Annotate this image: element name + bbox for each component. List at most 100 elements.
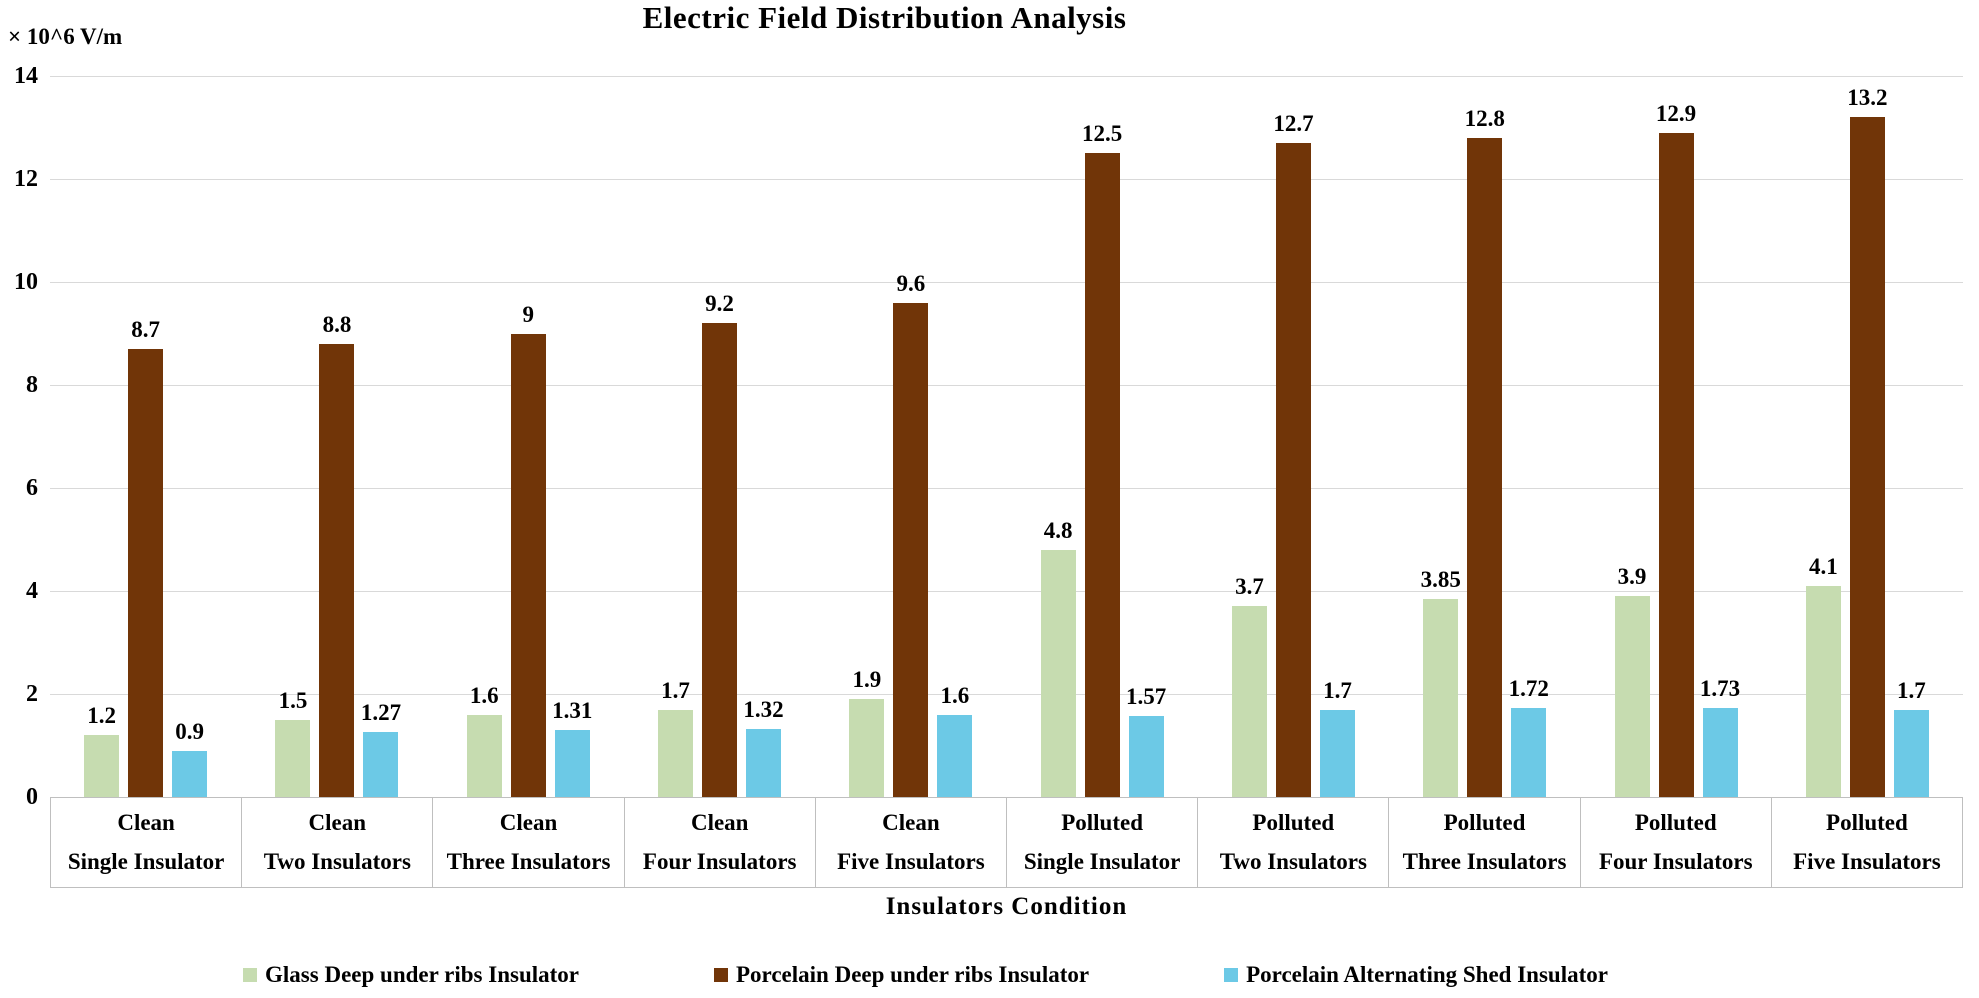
bar: 1.27 <box>361 700 401 797</box>
bar: 12.5 <box>1082 121 1122 797</box>
bar-value-label: 1.9 <box>852 667 882 693</box>
y-tick-label: 4 <box>26 578 38 604</box>
category-condition-label: Polluted <box>1252 810 1335 836</box>
bar-value-label: 4.1 <box>1808 553 1838 579</box>
y-tick-label: 10 <box>14 269 38 295</box>
bar-value-label: 1.7 <box>1323 677 1352 703</box>
category-cell: Polluted Three Insulators <box>1389 798 1581 887</box>
bar-group: 3.85 12.8 1.72 <box>1389 76 1580 797</box>
category-condition-label: Clean <box>499 810 558 836</box>
bar-value-label: 1.73 <box>1699 675 1741 701</box>
bar: 0.9 <box>172 719 208 797</box>
x-axis-title: Insulators Condition <box>885 893 1128 920</box>
bar: 1.73 <box>1700 676 1740 797</box>
legend-item: Porcelain Deep under ribs Insulator <box>714 962 1089 988</box>
category-condition-label: Clean <box>308 810 367 836</box>
gridline <box>50 76 1963 77</box>
y-tick-label: 14 <box>14 63 38 89</box>
category-cell: Clean Three Insulators <box>433 798 625 887</box>
category-insulators-label: Three Insulators <box>1402 848 1567 874</box>
bar-value-label: 0.9 <box>175 718 205 744</box>
category-cell: Clean Two Insulators <box>242 798 434 887</box>
category-cell: Clean Single Insulator <box>51 798 243 887</box>
bar: 12.7 <box>1273 111 1314 797</box>
y-tick-label: 2 <box>26 681 38 707</box>
bar-group: 1.5 8.8 1.27 <box>241 76 432 797</box>
legend-swatch-icon <box>1224 968 1239 982</box>
bar-group: 1.6 9 1.31 <box>433 76 624 797</box>
bar-value-label: 1.6 <box>469 682 499 708</box>
bar-value-label: 3.7 <box>1235 574 1264 600</box>
bar: 1.5 <box>275 688 311 797</box>
bar: 1.7 <box>1893 678 1929 797</box>
bar-value-label: 9.6 <box>896 270 926 296</box>
bar: 12.9 <box>1656 101 1696 797</box>
bar: 9.6 <box>893 271 929 797</box>
category-condition-label: Polluted <box>1634 810 1717 836</box>
gridline <box>50 385 1963 386</box>
legend-label: Glass Deep under ribs Insulator <box>265 962 579 987</box>
bar: 9 <box>510 302 546 797</box>
bar-value-label: 1.7 <box>1896 677 1926 703</box>
category-insulators-label: Single Insulator <box>67 848 225 874</box>
bar: 1.6 <box>466 683 502 797</box>
category-axis: Clean Single Insulator Clean Two Insulators… <box>50 797 1963 888</box>
category-condition-label: Clean <box>882 810 940 836</box>
bar: 1.31 <box>552 698 592 797</box>
bar-value-label: 1.32 <box>743 697 784 722</box>
bar-value-label: 1.7 <box>661 677 690 703</box>
bar-group: 3.7 12.7 1.7 <box>1198 76 1389 797</box>
bar-group: 4.8 12.5 1.57 <box>1007 76 1198 797</box>
bar: 3.9 <box>1614 564 1650 797</box>
bar-value-label: 1.57 <box>1126 684 1167 710</box>
bar-value-label: 12.5 <box>1082 121 1123 147</box>
bar-value-label: 9 <box>522 301 534 327</box>
bar-value-label: 8.8 <box>322 311 352 337</box>
legend-swatch-icon <box>243 968 258 982</box>
bar-value-label: 9.2 <box>705 291 734 317</box>
bar-value-label: 1.2 <box>87 703 117 729</box>
bar-groups: 1.2 8.7 0.9 1.5 8.8 1.27 1.6 9 1.31 1.7 9.2 1.32 1.9… <box>50 76 1963 797</box>
bar-value-label: 1.5 <box>278 687 308 713</box>
bar-value-label: 1.31 <box>552 697 593 723</box>
category-insulators-label: Three Insulators <box>446 848 611 874</box>
bar-value-label: 12.9 <box>1655 100 1697 126</box>
bar-value-label: 8.7 <box>131 317 161 342</box>
plot-area: 1.2 8.7 0.9 1.5 8.8 1.27 1.6 9 1.31 1.7 9.2 1.32 1.9… <box>50 76 1963 798</box>
bar: 1.2 <box>84 703 120 797</box>
bar: 8.8 <box>319 312 355 797</box>
category-condition-label: Clean <box>117 810 175 836</box>
category-condition-label: Clean <box>690 810 749 836</box>
bar-value-label: 12.7 <box>1273 111 1314 136</box>
gridline <box>50 488 1963 489</box>
category-condition-label: Polluted <box>1061 810 1143 836</box>
legend-label: Porcelain Deep under ribs Insulator <box>736 962 1090 987</box>
y-tick-label: 0 <box>26 784 38 810</box>
category-condition-label: Polluted <box>1443 810 1526 836</box>
bar: 1.7 <box>1319 678 1355 797</box>
gridline <box>50 282 1963 283</box>
category-insulators-label: Two Insulators <box>263 848 411 874</box>
bar: 13.2 <box>1847 85 1887 797</box>
bar: 1.6 <box>937 683 973 797</box>
bar: 8.7 <box>128 317 164 797</box>
bar-value-label: 4.8 <box>1043 517 1073 543</box>
legend-label: Porcelain Alternating Shed Insulator <box>1246 962 1608 987</box>
category-insulators-label: Four Insulators <box>1598 848 1753 874</box>
chart-title: Electric Field Distribution Analysis <box>642 0 1127 35</box>
bar: 9.2 <box>702 291 738 797</box>
category-insulators-label: Single Insulator <box>1023 848 1181 874</box>
legend-item: Glass Deep under ribs Insulator <box>243 962 579 988</box>
category-cell: Polluted Single Insulator <box>1007 798 1199 887</box>
y-tick-label: 12 <box>14 166 38 192</box>
category-insulators-label: Five Insulators <box>837 848 985 874</box>
category-cell: Polluted Five Insulators <box>1772 798 1962 887</box>
gridline <box>50 179 1963 180</box>
category-cell: Clean Four Insulators <box>625 798 816 887</box>
bar-group: 4.1 13.2 1.7 <box>1772 76 1963 797</box>
bar-value-label: 12.8 <box>1464 105 1505 131</box>
bar: 3.85 <box>1421 567 1461 797</box>
category-cell: Clean Five Insulators <box>816 798 1008 887</box>
bar-group: 1.7 9.2 1.32 <box>624 76 815 797</box>
y-axis-unit-label: × 10^6 V/m <box>8 24 123 49</box>
